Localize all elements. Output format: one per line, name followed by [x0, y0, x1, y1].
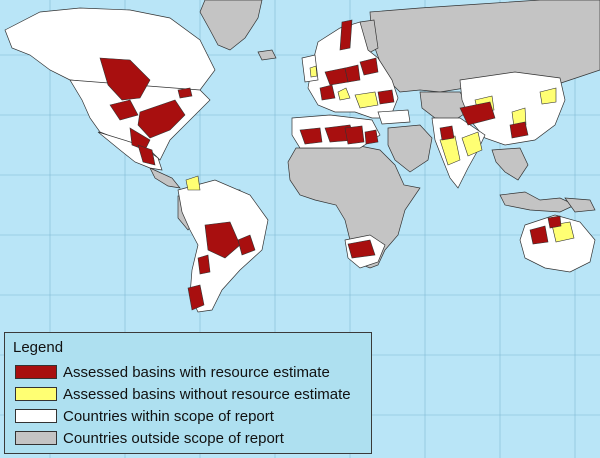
basin-red-south-africa	[347, 239, 376, 259]
basin-red-france	[319, 84, 336, 101]
basin-yellow-australia	[551, 221, 575, 243]
legend-item-basins-with-estimate: Assessed basins with resource estimate	[11, 361, 371, 383]
basin-red-usa-central	[137, 99, 186, 139]
basin-red-patagonia	[187, 284, 205, 311]
basin-yellow-colombia	[185, 175, 201, 191]
map-legend: Legend Assessed basins with resource est…	[4, 332, 372, 454]
basin-yellow-eastern-europe	[354, 91, 379, 109]
legend-swatch-white	[15, 409, 57, 423]
basin-red-argentina-north	[204, 221, 241, 259]
basin-yellow-central-europe	[337, 87, 351, 101]
basins-without-estimate	[185, 65, 575, 243]
africa	[287, 144, 421, 269]
legend-item-basins-without-estimate: Assessed basins without resource estimat…	[11, 383, 371, 405]
basin-red-canada-west	[99, 57, 151, 101]
basin-red-north-africa-west	[299, 127, 323, 145]
legend-label: Assessed basins with resource estimate	[63, 363, 330, 381]
legend-swatch-yellow	[15, 387, 57, 401]
iceland	[257, 49, 277, 61]
legend-swatch-grey	[15, 431, 57, 445]
basin-red-paraguay	[237, 234, 256, 256]
basin-red-usa-west	[109, 99, 139, 121]
basin-red-ukraine	[377, 89, 395, 105]
legend-item-countries-outside-scope: Countries outside scope of report	[11, 427, 371, 449]
legend-swatch-red	[15, 365, 57, 379]
turkey	[377, 109, 411, 125]
basin-red-china	[459, 101, 496, 126]
basins-with-estimate	[99, 19, 562, 311]
basin-red-libya	[344, 125, 365, 145]
basin-red-china-south	[509, 121, 529, 139]
legend-item-countries-within-scope: Countries within scope of report	[11, 405, 371, 427]
basin-red-scandinavia	[339, 19, 353, 51]
basin-red-argentina-west	[197, 254, 211, 275]
new-guinea	[564, 197, 596, 213]
basin-red-egypt	[364, 129, 379, 145]
greenland	[199, 0, 263, 51]
basin-red-australia-north	[547, 215, 562, 229]
legend-title: Legend	[13, 339, 64, 356]
basin-red-baltic	[359, 57, 379, 76]
legend-label: Assessed basins without resource estimat…	[63, 385, 351, 403]
basin-red-canada-east	[177, 87, 193, 99]
basin-red-mexico	[137, 144, 156, 166]
basin-red-poland	[344, 64, 361, 83]
basin-yellow-uk	[309, 65, 318, 78]
se-asia	[491, 147, 529, 181]
basin-red-pakistan	[439, 125, 455, 141]
basin-yellow-india-east	[461, 131, 483, 157]
legend-label: Countries outside scope of report	[63, 429, 284, 447]
basin-yellow-china-east	[539, 87, 557, 105]
legend-label: Countries within scope of report	[63, 407, 274, 425]
basin-red-australia-west	[529, 225, 549, 245]
central-america	[149, 167, 181, 189]
middle-east	[387, 124, 433, 173]
